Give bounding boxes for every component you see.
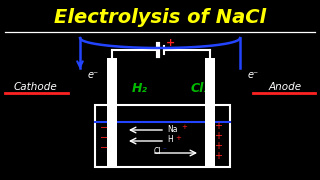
Text: e⁻: e⁻ — [87, 70, 99, 80]
Text: Electrolysis of NaCl: Electrolysis of NaCl — [54, 8, 266, 26]
Text: −: − — [100, 123, 108, 133]
Text: +: + — [166, 38, 175, 48]
Bar — [107, 58, 117, 167]
Text: +: + — [214, 141, 222, 151]
Text: H₂: H₂ — [132, 82, 148, 94]
Text: +: + — [175, 135, 181, 141]
Text: −: − — [100, 143, 108, 153]
Text: +: + — [214, 121, 222, 131]
Text: +: + — [181, 124, 187, 130]
Text: e⁻: e⁻ — [247, 70, 259, 80]
Text: Cathode: Cathode — [13, 82, 57, 92]
Text: H: H — [167, 136, 173, 145]
Text: Cl: Cl — [154, 147, 162, 156]
Text: ⁻: ⁻ — [163, 147, 167, 153]
Bar — [205, 58, 215, 167]
Text: Anode: Anode — [268, 82, 301, 92]
Text: −: − — [100, 133, 108, 143]
Text: +: + — [214, 131, 222, 141]
Text: Cl₂: Cl₂ — [191, 82, 209, 94]
Bar — [95, 105, 230, 167]
Text: Na: Na — [167, 125, 178, 134]
Text: +: + — [214, 151, 222, 161]
